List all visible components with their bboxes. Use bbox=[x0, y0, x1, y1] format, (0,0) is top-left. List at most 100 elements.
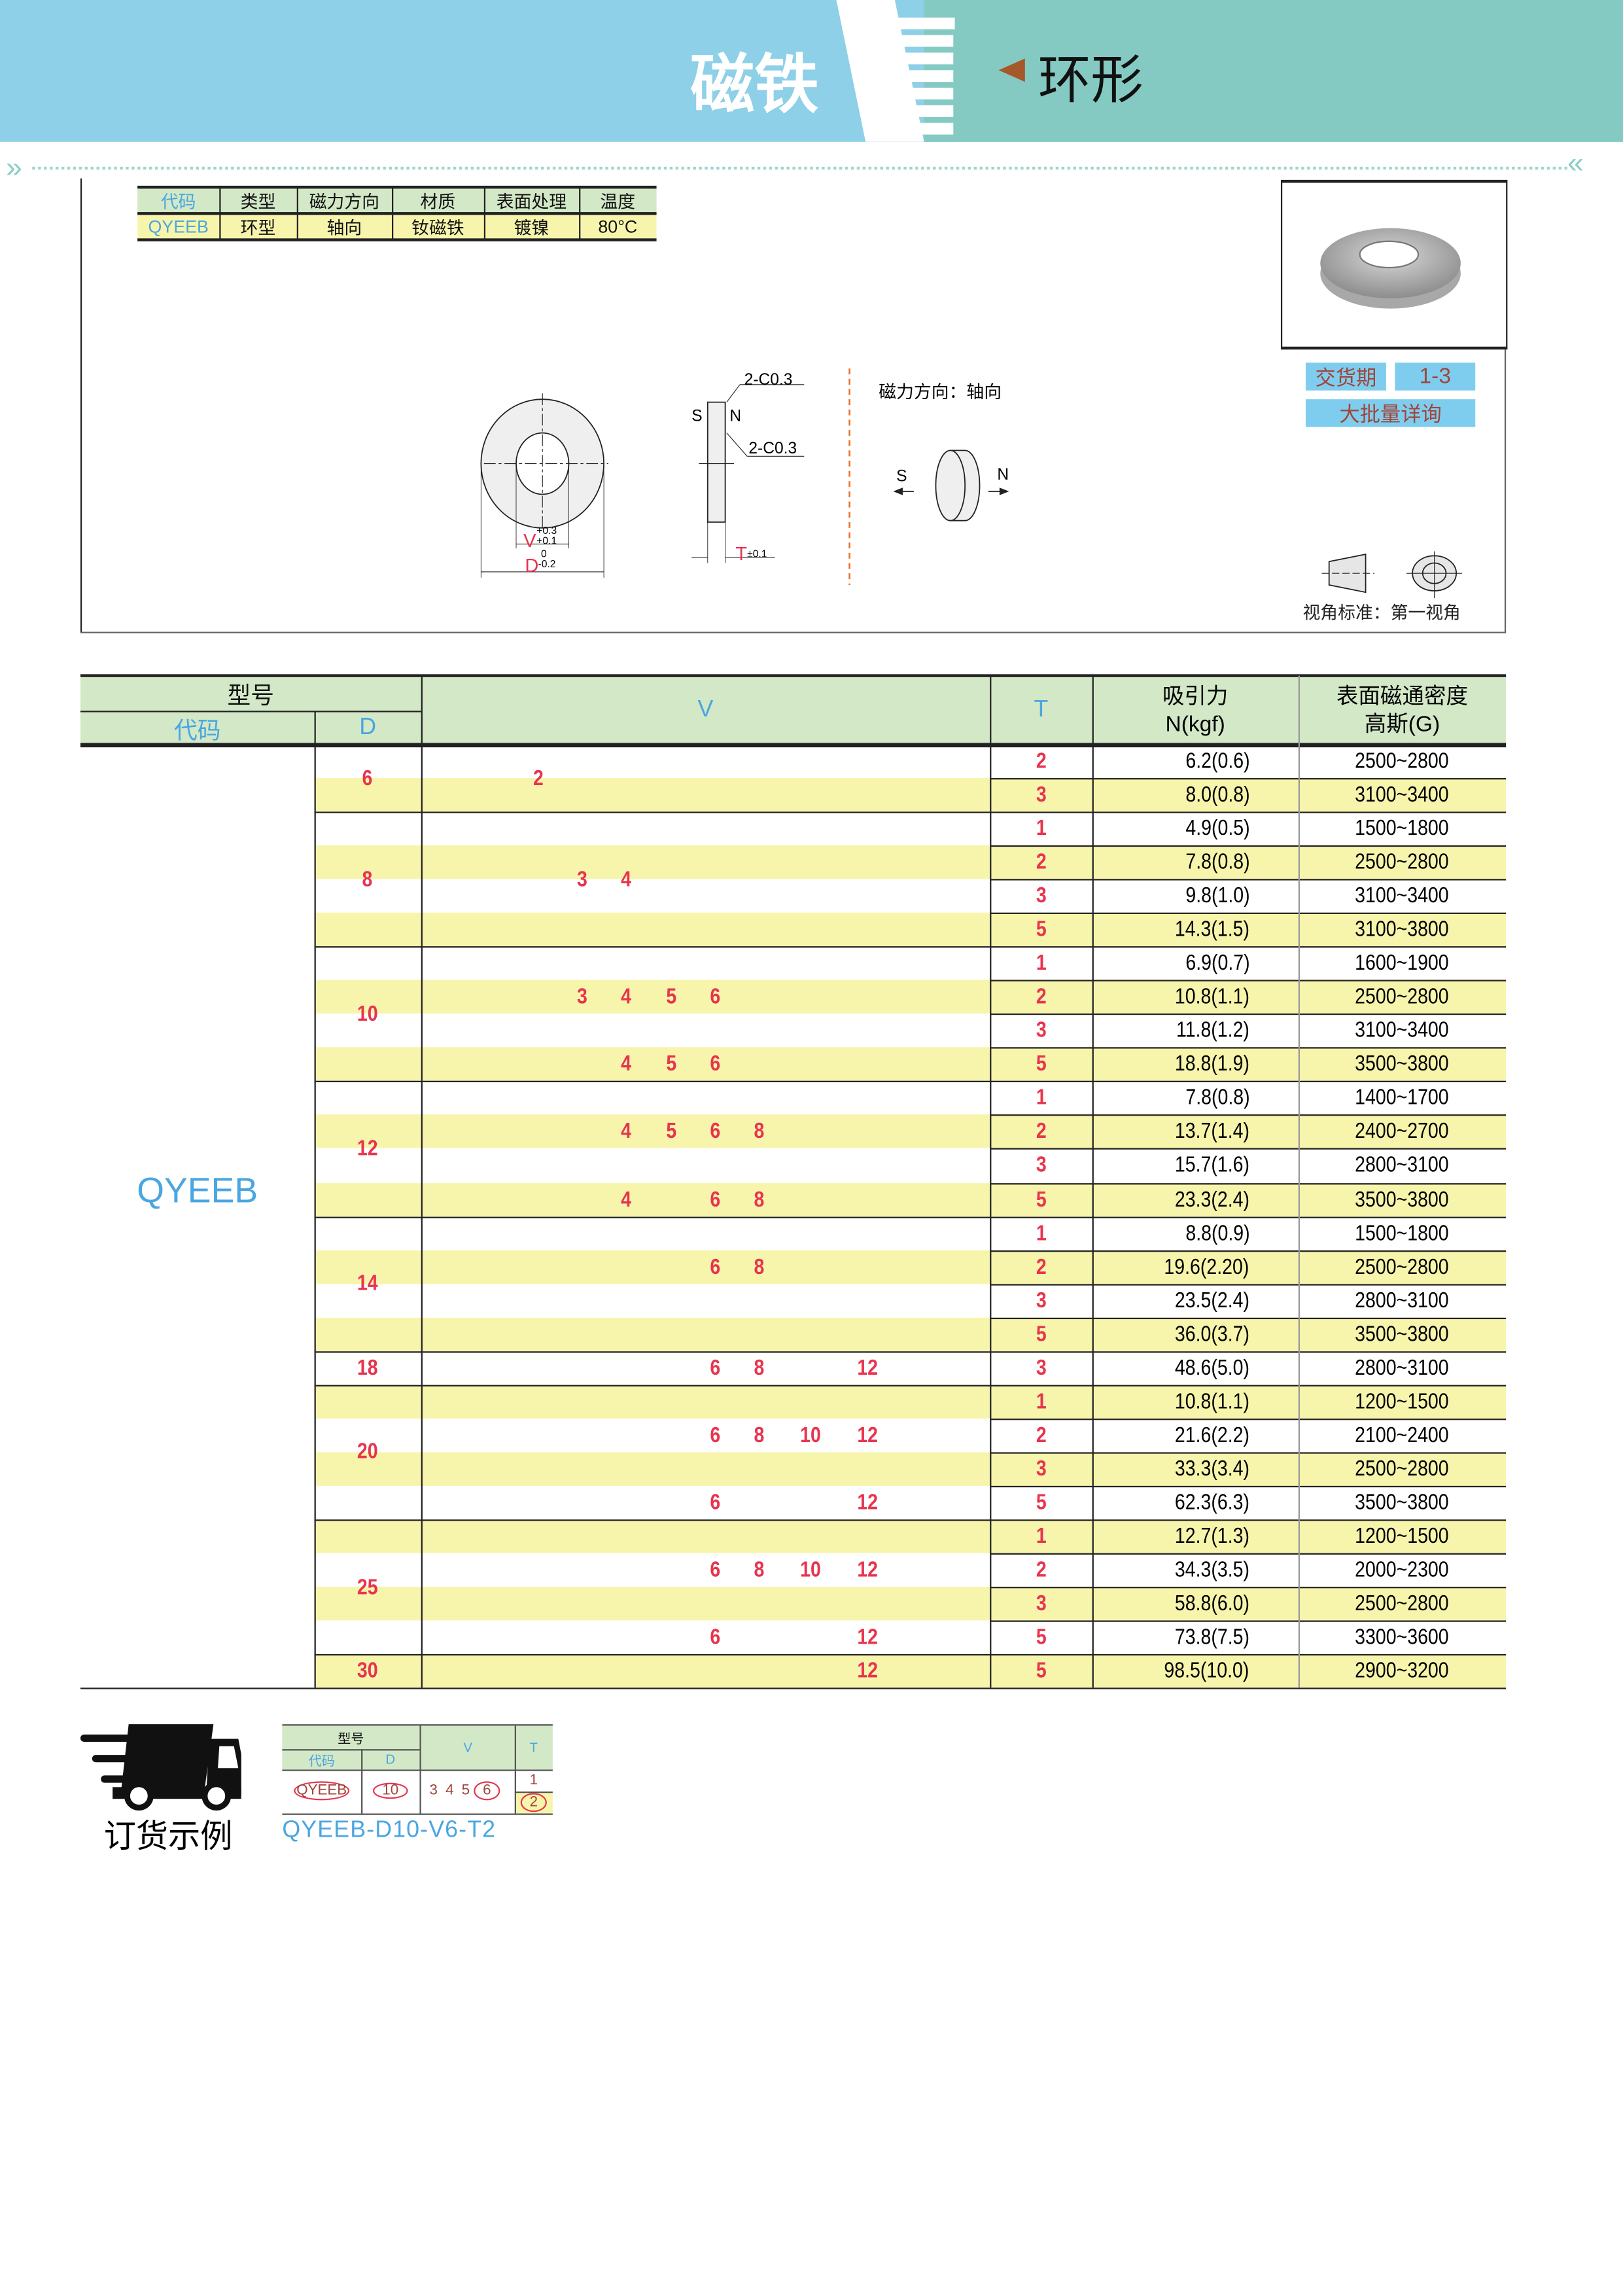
cell-v-text: 6 bbox=[710, 984, 720, 1010]
banner-right bbox=[924, 0, 1623, 142]
cell-t: 3 bbox=[990, 1587, 1092, 1620]
arrow-n-label: N bbox=[997, 466, 1009, 484]
order-code-value: QYEEB bbox=[294, 1781, 350, 1801]
cell-t: 1 bbox=[990, 1385, 1092, 1418]
cell-d: 6 bbox=[315, 762, 421, 794]
spec-header-0: 代码 bbox=[137, 187, 220, 214]
cell-t: 2 bbox=[990, 745, 1092, 778]
cell-d-text: 12 bbox=[357, 1136, 378, 1161]
header-gauss-gauss: 表面磁通密度 bbox=[1336, 684, 1469, 710]
cell-t: 5 bbox=[990, 1621, 1092, 1654]
cell-v: 12 bbox=[845, 1554, 889, 1586]
cell-gauss: 1200~1500 bbox=[1299, 1385, 1506, 1418]
cell-force-text: 14.3(1.5) bbox=[1174, 917, 1249, 942]
cell-force-text: 18.8(1.9) bbox=[1174, 1051, 1249, 1077]
page-subtitle: 环形 bbox=[1038, 49, 1143, 110]
v-tolerance-lower: +0.1 bbox=[536, 537, 557, 547]
cell-force-text: 12.7(1.3) bbox=[1174, 1523, 1249, 1549]
cell-v: 3 bbox=[560, 981, 604, 1013]
cell-t-text: 2 bbox=[1036, 1254, 1047, 1279]
cell-gauss: 3500~3800 bbox=[1299, 1048, 1506, 1081]
d-tolerance-upper: 0 bbox=[540, 550, 547, 561]
row-line bbox=[990, 1419, 1507, 1421]
cell-gauss: 2800~3100 bbox=[1299, 1149, 1506, 1182]
cell-t-text: 1 bbox=[1036, 951, 1047, 976]
spec-header-2: 磁力方向 bbox=[296, 187, 393, 214]
cell-gauss-text: 1400~1700 bbox=[1355, 1086, 1450, 1111]
cell-v: 6 bbox=[693, 1419, 737, 1451]
col-line bbox=[990, 675, 992, 1688]
order-code-header: 代码 bbox=[308, 1752, 335, 1768]
cell-v-text: 4 bbox=[620, 1186, 631, 1212]
cell-force-text: 7.8(0.8) bbox=[1186, 1086, 1251, 1111]
pole-s-label: S bbox=[691, 408, 703, 426]
arrow-s-label: S bbox=[896, 468, 907, 486]
cell-v: 5 bbox=[649, 1116, 693, 1148]
cell-gauss: 3100~3800 bbox=[1299, 913, 1506, 946]
cell-v-text: 4 bbox=[620, 866, 631, 892]
cell-d-text: 8 bbox=[362, 866, 374, 892]
header-force-force_unit: N(kgf) bbox=[1165, 712, 1225, 737]
cell-force-text: 33.3(3.4) bbox=[1174, 1456, 1249, 1481]
cell-v: 8 bbox=[737, 1352, 780, 1384]
cell-force-text: 36.0(3.7) bbox=[1174, 1321, 1249, 1347]
row-stripe bbox=[314, 1519, 1507, 1553]
cell-v-text: 8 bbox=[754, 1186, 764, 1212]
row-stripe bbox=[314, 1385, 1507, 1419]
cell-force: 62.3(6.3) bbox=[1092, 1486, 1256, 1519]
cell-v: 12 bbox=[845, 1352, 889, 1384]
cell-d: 20 bbox=[315, 1436, 421, 1468]
cell-v: 12 bbox=[845, 1621, 889, 1653]
cell-v-text: 3 bbox=[576, 866, 587, 892]
cell-gauss-text: 3500~3800 bbox=[1355, 1321, 1450, 1347]
cell-force-text: 73.8(7.5) bbox=[1174, 1625, 1249, 1650]
cell-gauss: 3100~3400 bbox=[1299, 778, 1506, 811]
cell-t: 1 bbox=[990, 1082, 1092, 1115]
cell-v-text: 8 bbox=[754, 1557, 764, 1583]
group-line bbox=[314, 1385, 990, 1386]
spec-header-4: 表面处理 bbox=[483, 187, 580, 214]
cell-force: 7.8(0.8) bbox=[1092, 845, 1256, 879]
spec-col-line bbox=[483, 187, 486, 240]
cell-force-text: 9.8(1.0) bbox=[1186, 883, 1251, 909]
chamfer-label-inner: 2-C0.3 bbox=[748, 440, 797, 458]
cell-t-text: 3 bbox=[1036, 1355, 1047, 1381]
row-line bbox=[990, 1080, 1507, 1082]
cell-force-text: 48.6(5.0) bbox=[1174, 1355, 1249, 1381]
cell-force: 58.8(6.0) bbox=[1092, 1587, 1256, 1620]
cell-force-text: 23.3(2.4) bbox=[1174, 1186, 1249, 1212]
cell-d-text: 10 bbox=[357, 1001, 378, 1027]
cell-v-text: 6 bbox=[710, 1254, 720, 1279]
cell-v: 8 bbox=[737, 1554, 780, 1586]
cell-t-text: 1 bbox=[1036, 1086, 1047, 1111]
row-line bbox=[990, 1620, 1507, 1622]
row-stripe bbox=[314, 1048, 1507, 1082]
product-photo bbox=[1280, 179, 1508, 350]
header-force-force: 吸引力 bbox=[1162, 684, 1229, 710]
cell-force-text: 23.5(2.4) bbox=[1174, 1288, 1249, 1313]
cell-gauss-text: 2500~2800 bbox=[1355, 1254, 1450, 1279]
cell-gauss: 3500~3800 bbox=[1299, 1317, 1506, 1351]
spec-value-5: 80°C bbox=[579, 213, 657, 240]
cell-force: 36.0(3.7) bbox=[1092, 1317, 1256, 1351]
cell-t: 3 bbox=[990, 1014, 1092, 1048]
cell-gauss-text: 3100~3400 bbox=[1355, 782, 1450, 807]
col-line bbox=[314, 711, 316, 1688]
cell-gauss-text: 3500~3800 bbox=[1355, 1051, 1450, 1077]
cell-force: 11.8(1.2) bbox=[1092, 1014, 1256, 1048]
cell-gauss: 2500~2800 bbox=[1299, 845, 1506, 879]
cell-t: 3 bbox=[990, 778, 1092, 811]
cell-gauss: 3500~3800 bbox=[1299, 1182, 1506, 1216]
col-line bbox=[421, 675, 423, 1688]
cell-force-text: 6.2(0.6) bbox=[1186, 749, 1251, 774]
cell-gauss: 3100~3400 bbox=[1299, 879, 1506, 913]
cell-force: 9.8(1.0) bbox=[1092, 879, 1256, 913]
row-stripe bbox=[314, 1452, 1507, 1486]
cell-t: 5 bbox=[990, 1486, 1092, 1519]
order-col-line bbox=[419, 1725, 421, 1814]
group-line bbox=[314, 1653, 990, 1656]
cell-v-text: 8 bbox=[754, 1119, 764, 1144]
table-top-line bbox=[80, 674, 1507, 677]
cell-t-text: 3 bbox=[1036, 1591, 1047, 1616]
